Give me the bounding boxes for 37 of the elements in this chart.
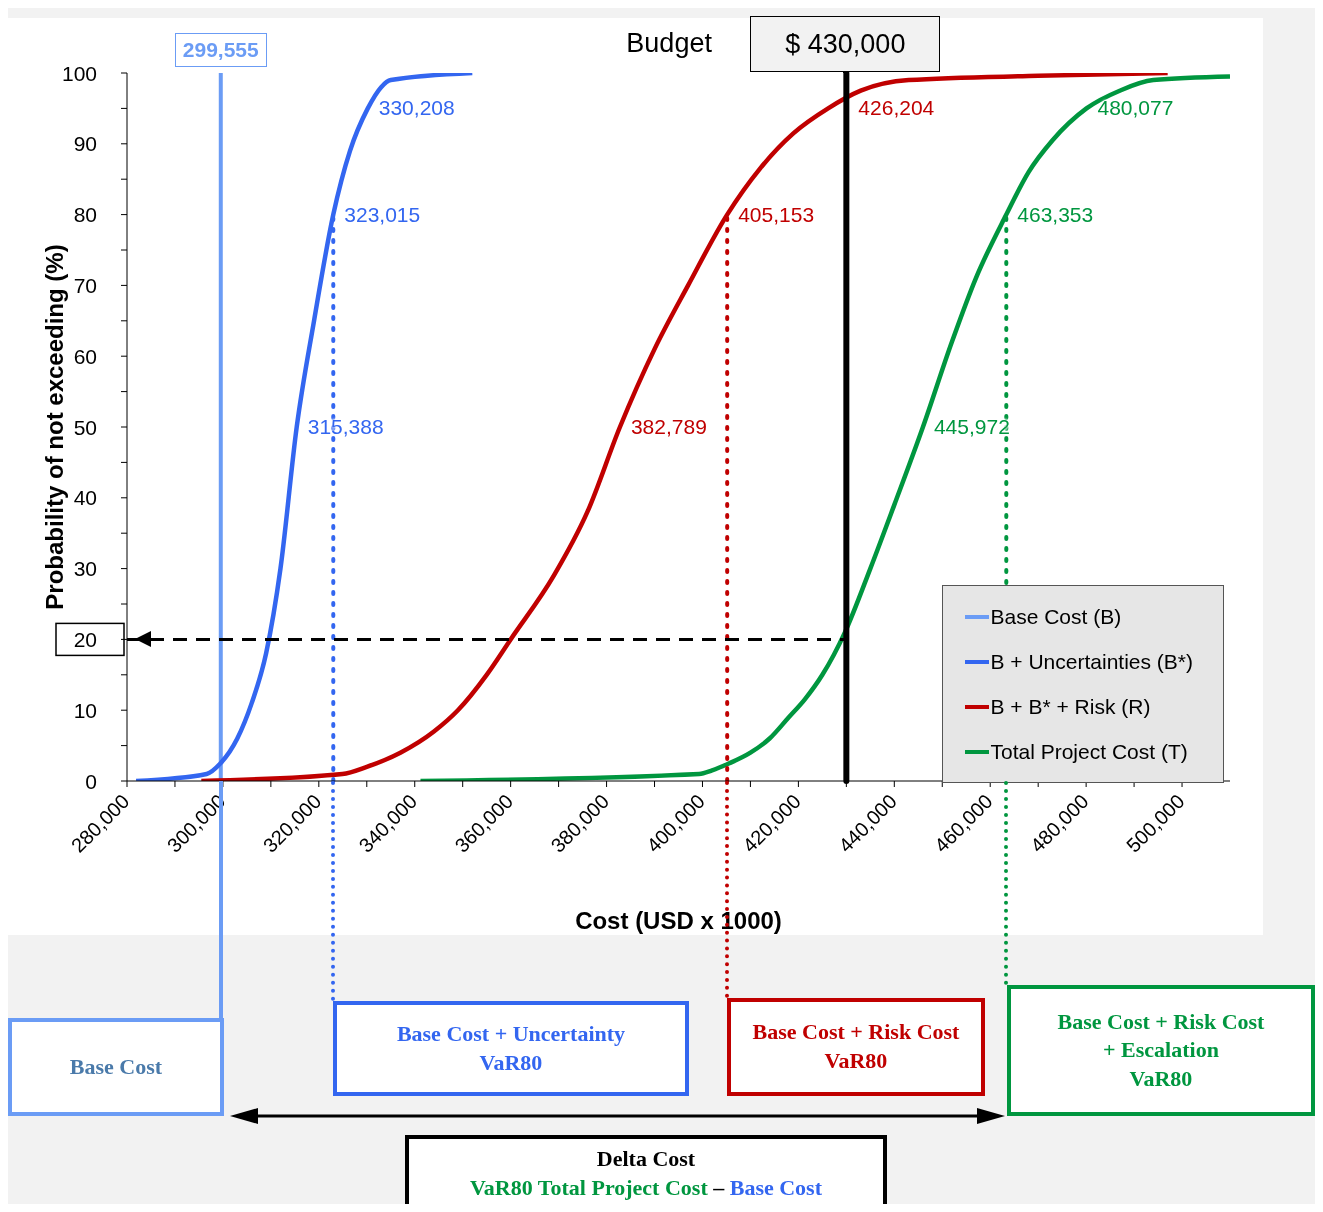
y-tick-label: 80 [73,203,97,227]
annotation: 299,555 [174,33,267,67]
annotation: 323,015 [344,201,421,228]
y-tick-label: 50 [73,415,97,439]
annotation: 330,208 [378,95,455,122]
text: Base Cost [729,1174,822,1200]
annotation: 445,972 [933,414,1010,440]
y-tick-label: 10 [73,698,97,722]
x-axis-title: Cost (USD x 1000) [575,907,782,934]
y-axis-title: Probability of not exceeding (%) [40,244,68,610]
annotation: 463,353 [1017,201,1094,228]
text: – [713,1174,725,1200]
y-tick-label: 20 [73,627,97,651]
annotation: 426,204 [858,95,935,122]
text: Base Cost + Uncertainty VaR80 [333,1001,689,1096]
annotation: 315,388 [307,414,384,440]
text: Budget [626,28,712,59]
text: Base Cost [8,1018,224,1116]
ref-line-label: $ 430,000 [750,16,941,72]
annotation: 405,153 [738,201,815,228]
y-tick-label: 70 [73,273,97,297]
y-tick-label: 30 [73,557,97,581]
legend-label: B + B* + Risk (R) [990,694,1151,719]
text: VaR80 Total Project Cost [470,1174,708,1200]
legend-label: Base Cost (B) [990,604,1122,629]
y-tick-label: 60 [73,344,97,368]
legend-label: Total Project Cost (T) [990,739,1188,764]
legend-label: B + Uncertainties (B*) [990,649,1193,674]
annotation: 382,789 [630,414,707,440]
y-tick-label: 100 [61,61,97,85]
text: Base Cost + Risk Cost VaR80 [727,998,985,1096]
y-tick-label: 90 [73,132,97,156]
text: Base Cost + Risk Cost + Escalation VaR80 [1007,985,1315,1116]
y-tick-label: 0 [85,769,97,793]
y-tick-label: 40 [73,486,97,510]
text: Delta Cost [595,1145,697,1173]
annotation: 480,077 [1097,95,1174,122]
